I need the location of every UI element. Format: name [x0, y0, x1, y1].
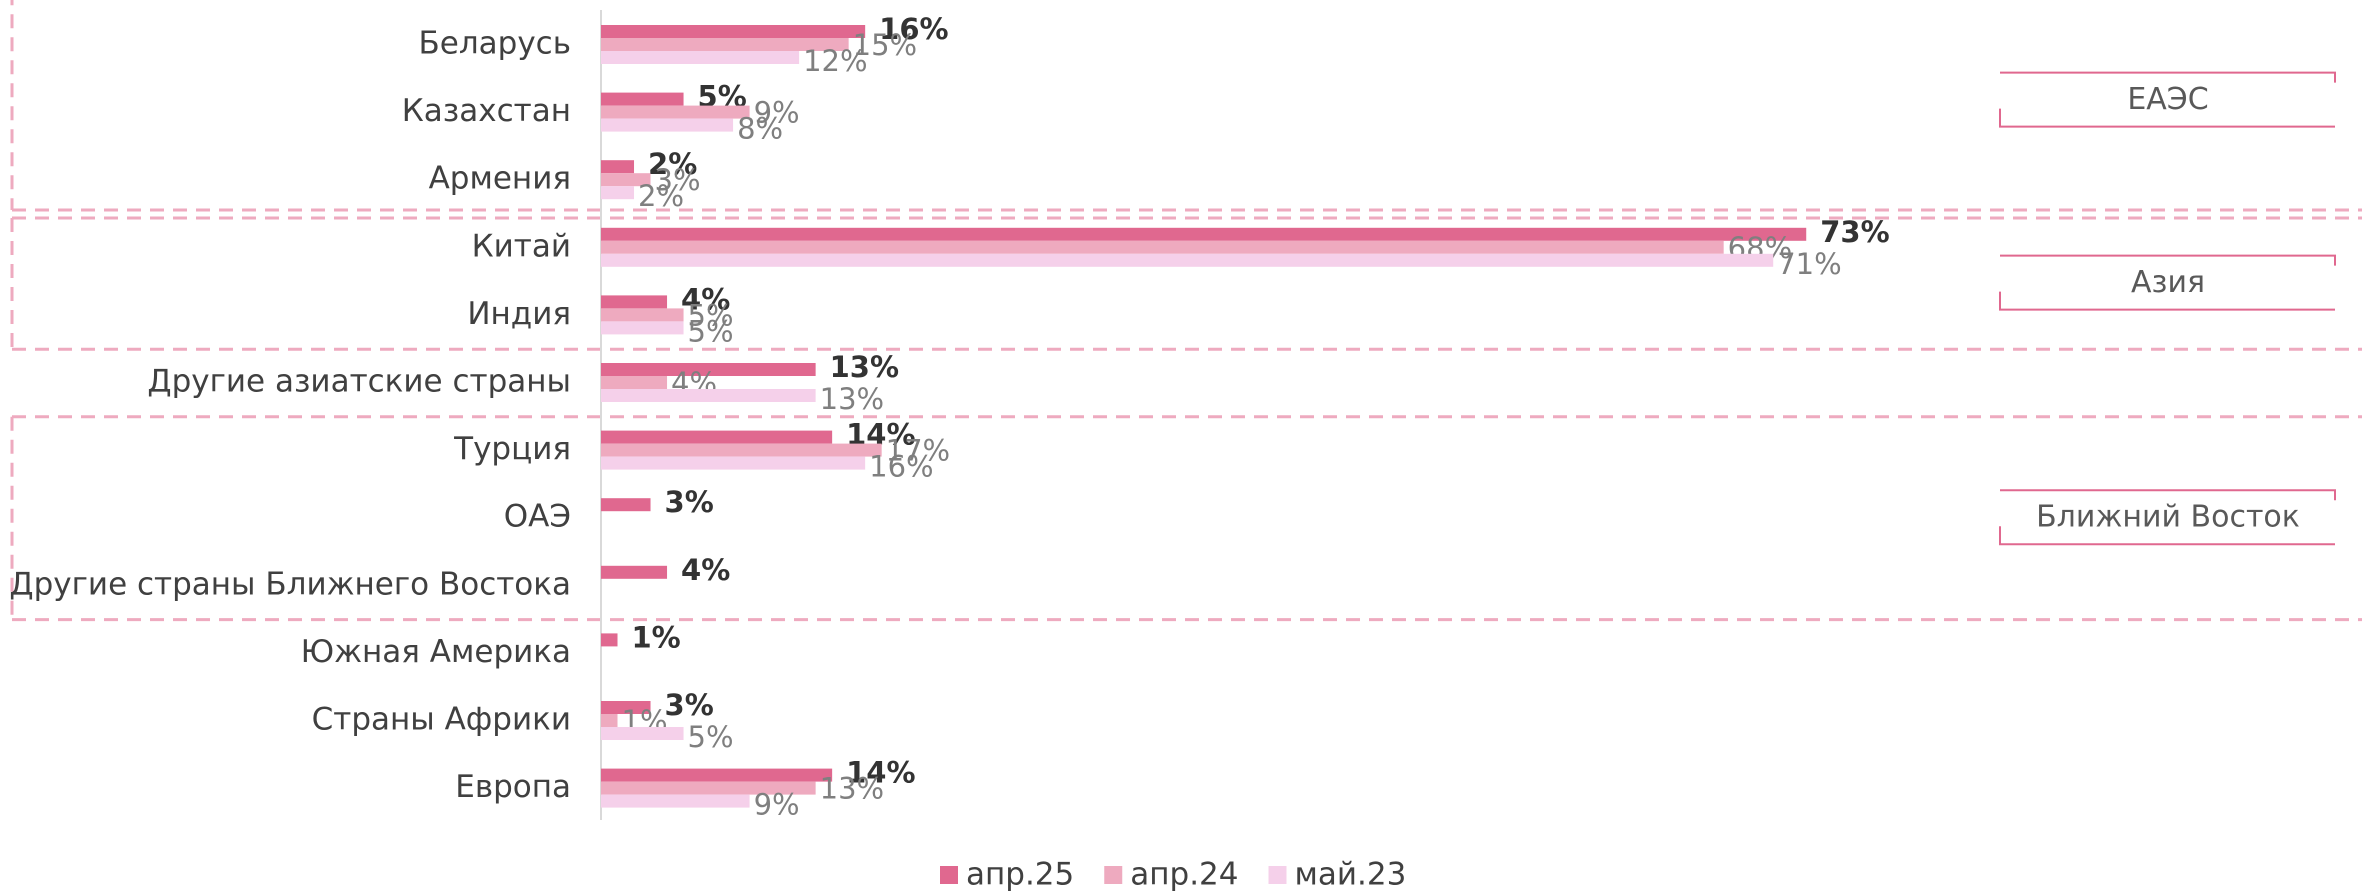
value-label: 73%: [1820, 215, 1889, 249]
value-label: 17%: [886, 434, 950, 468]
legend-label: апр.24: [1130, 857, 1238, 893]
group-label-frame: [1999, 489, 2336, 546]
bar: [601, 456, 866, 470]
bar: [601, 38, 849, 51]
group-label: Ближний Восток: [2036, 500, 2300, 535]
bar: [601, 714, 618, 727]
category-label: Турция: [453, 431, 571, 467]
value-label: 5%: [688, 298, 734, 332]
category-label: Беларусь: [419, 26, 572, 62]
group-label-frame: [1999, 71, 2336, 128]
bar: [601, 363, 816, 376]
value-label: 16%: [869, 450, 933, 484]
category-label: Другие страны Ближнего Востока: [9, 566, 571, 602]
bar: [601, 498, 651, 512]
value-label: 4%: [681, 553, 730, 587]
category-label: Южная Америка: [301, 634, 571, 670]
bar: [601, 443, 882, 457]
bar: [601, 389, 816, 402]
category-label: Другие азиатские страны: [147, 364, 571, 400]
value-label: 16%: [879, 12, 948, 46]
bar: [601, 321, 684, 335]
bar: [601, 633, 618, 647]
category-label: ОАЭ: [504, 499, 571, 535]
value-label: 12%: [803, 44, 867, 78]
legend-swatch: [1104, 866, 1123, 884]
bar: [601, 160, 635, 174]
value-label: 71%: [1777, 247, 1841, 281]
bar: [601, 768, 833, 782]
value-label: 2%: [638, 179, 684, 213]
value-label: 13%: [820, 382, 884, 416]
bar: [601, 794, 750, 808]
bar: [601, 308, 684, 322]
value-label: 14%: [846, 756, 915, 790]
bar: [601, 92, 684, 106]
group-label: Азия: [2131, 265, 2205, 300]
category-label: Индия: [467, 296, 571, 332]
group-label: ЕАЭС: [2127, 82, 2208, 117]
bar: [601, 227, 1807, 241]
value-label: 4%: [681, 282, 730, 316]
bar: [601, 727, 684, 740]
value-label: 9%: [754, 96, 800, 130]
bar: [601, 376, 668, 389]
value-label: 1%: [632, 620, 681, 654]
bar: [601, 118, 734, 132]
value-label: 5%: [688, 720, 734, 754]
bar: [601, 240, 1724, 254]
value-label: 3%: [665, 688, 714, 722]
bar: [601, 25, 866, 38]
bar: [601, 430, 833, 444]
bar: [601, 253, 1774, 267]
value-label: 3%: [665, 485, 714, 519]
group-label-frame: [1999, 254, 2336, 311]
bar: [601, 51, 800, 64]
bar: [601, 701, 651, 714]
category-label: Казахстан: [402, 93, 571, 129]
category-label: Европа: [455, 769, 571, 805]
bar: [601, 295, 668, 309]
category-label: Китай: [472, 228, 571, 264]
value-label: 13%: [820, 772, 884, 806]
bar: [601, 565, 668, 579]
legend-label: май.23: [1295, 857, 1407, 893]
legend-label: апр.25: [966, 857, 1074, 893]
value-label: 8%: [737, 112, 783, 146]
value-label: 13%: [830, 350, 899, 384]
bar: [601, 173, 651, 187]
bar: [601, 186, 635, 200]
category-label: Страны Африки: [312, 702, 571, 738]
legend-swatch: [940, 866, 958, 884]
legend-swatch: [1268, 866, 1287, 884]
value-label: 15%: [853, 28, 917, 62]
legend: апр.25 апр.24 май.23: [940, 857, 1406, 893]
value-label: 2%: [648, 147, 697, 181]
value-label: 5%: [688, 314, 734, 348]
category-label: Армения: [429, 161, 571, 197]
bar: [601, 105, 750, 119]
value-label: 9%: [754, 788, 800, 822]
bar: [601, 781, 816, 795]
value-label: 3%: [655, 163, 701, 197]
